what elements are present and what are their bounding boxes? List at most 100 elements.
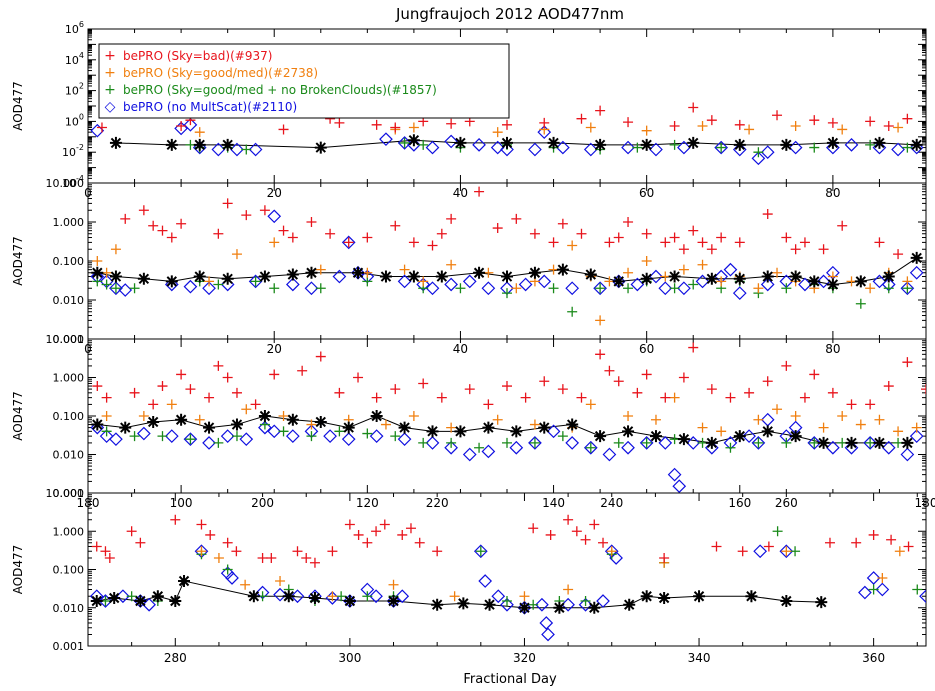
daily-mean-point bbox=[780, 138, 793, 151]
bad-sky-point bbox=[120, 213, 131, 224]
nomultscat-point bbox=[285, 429, 300, 443]
good-sky-point bbox=[837, 124, 848, 135]
daily-mean-point bbox=[658, 591, 671, 604]
x-tick-label: 160 bbox=[728, 496, 751, 510]
panel-data bbox=[90, 102, 924, 166]
nomultscat-point bbox=[583, 440, 598, 455]
nomultscat-point bbox=[565, 436, 580, 450]
good-sky-point bbox=[241, 404, 252, 415]
bad-sky-point bbox=[818, 244, 829, 255]
bad-sky-point bbox=[91, 541, 102, 552]
bad-sky-point bbox=[548, 237, 559, 248]
daily-mean-point bbox=[305, 266, 318, 279]
nomultscat-point bbox=[285, 277, 300, 292]
legend-symbol: ◇ bbox=[105, 99, 116, 115]
nomultscat-point bbox=[751, 151, 766, 166]
bad-sky-point bbox=[706, 244, 717, 255]
daily-mean-point bbox=[910, 251, 923, 264]
daily-mean-point bbox=[623, 598, 636, 611]
bad-sky-point bbox=[781, 360, 792, 371]
bad-sky-point bbox=[266, 552, 277, 563]
chart-title: Jungfraujoch 2012 AOD477nm bbox=[395, 5, 624, 23]
daily-mean-point bbox=[314, 415, 327, 428]
nomultscat-point bbox=[273, 587, 287, 602]
x-tick-label-top: 220 bbox=[426, 496, 449, 510]
bad-sky-point bbox=[353, 372, 364, 383]
bad-sky-point bbox=[166, 232, 177, 243]
legend-entry: bePRO (Sky=good/med + no BrokenClouds)(#… bbox=[123, 83, 437, 97]
good-sky-point bbox=[772, 267, 783, 278]
daily-mean-point bbox=[873, 436, 886, 449]
daily-mean-point bbox=[435, 270, 448, 283]
daily-mean-point bbox=[221, 272, 234, 285]
daily-mean-point bbox=[547, 136, 560, 149]
daily-mean-point bbox=[147, 415, 160, 428]
bad-sky-point bbox=[790, 244, 801, 255]
daily-mean-point bbox=[808, 275, 821, 288]
good-sky-point bbox=[874, 414, 885, 425]
x-tick-label: 40 bbox=[453, 342, 468, 356]
good-sky-point bbox=[492, 127, 503, 138]
good-sky-point bbox=[519, 591, 530, 602]
bad-sky-point bbox=[868, 529, 879, 540]
nobroken-point bbox=[502, 596, 512, 607]
good-sky-point bbox=[327, 591, 338, 602]
y-tick-label: 0.001 bbox=[53, 487, 85, 500]
nobroken-point bbox=[781, 283, 792, 294]
daily-mean-point bbox=[407, 270, 420, 283]
nobroken-point bbox=[902, 142, 913, 153]
bad-sky-point bbox=[598, 537, 609, 548]
nomultscat-point bbox=[211, 142, 226, 157]
daily-mean-point bbox=[407, 134, 420, 147]
good-sky-point bbox=[781, 546, 792, 557]
daily-mean-point bbox=[789, 270, 802, 283]
daily-mean-point bbox=[553, 601, 566, 614]
daily-mean-point bbox=[584, 268, 597, 281]
nobroken-point bbox=[362, 428, 373, 439]
x-tick-label-top: 180 bbox=[77, 496, 100, 510]
y-tick-label: 102 bbox=[65, 82, 84, 98]
nomultscat-point bbox=[248, 142, 263, 157]
y-tick-label: 0.100 bbox=[53, 564, 85, 577]
bad-sky-point bbox=[309, 557, 320, 568]
nobroken-point bbox=[475, 546, 486, 557]
nomultscat-point bbox=[919, 589, 926, 604]
bad-sky-point bbox=[557, 218, 568, 229]
nobroken-point bbox=[868, 584, 879, 595]
daily-mean-point bbox=[352, 266, 365, 279]
y-tick-label: 1.000 bbox=[53, 525, 85, 538]
bad-sky-point bbox=[176, 121, 187, 132]
nomultscat-point bbox=[379, 132, 393, 147]
nomultscat-point bbox=[695, 274, 710, 289]
bad-sky-point bbox=[257, 552, 268, 563]
daily-mean-point bbox=[518, 601, 531, 614]
good-sky-point bbox=[641, 256, 652, 266]
x-tick-label: 100 bbox=[170, 496, 193, 510]
y-tick-label: 0.001 bbox=[53, 333, 85, 346]
bad-sky-point bbox=[241, 210, 252, 221]
daily-mean-point bbox=[687, 136, 700, 149]
nobroken-point bbox=[418, 437, 429, 448]
y-tick-label: 10.000 bbox=[46, 177, 85, 190]
nobroken-point bbox=[585, 442, 596, 453]
daily-mean-point bbox=[314, 141, 327, 154]
good-sky-point bbox=[511, 283, 522, 294]
nomultscat-point bbox=[751, 436, 766, 450]
good-sky-point bbox=[865, 283, 876, 294]
good-sky-point bbox=[753, 414, 764, 425]
x-tick-label: 60 bbox=[639, 186, 654, 200]
nomultscat-point bbox=[788, 140, 803, 155]
nomultscat-point bbox=[578, 597, 593, 612]
x-tick-label: 80 bbox=[825, 342, 840, 356]
nomultscat-point bbox=[369, 589, 383, 604]
nomultscat-point bbox=[258, 420, 272, 435]
daily-mean-point bbox=[193, 270, 206, 283]
nomultscat-point bbox=[541, 627, 555, 642]
nomultscat-point bbox=[528, 436, 542, 450]
nomultscat-point bbox=[462, 274, 477, 289]
nomultscat-point bbox=[798, 277, 812, 292]
daily-mean-point bbox=[482, 421, 495, 434]
nomultscat-point bbox=[481, 281, 496, 296]
nomultscat-point bbox=[341, 235, 356, 250]
bad-sky-point bbox=[772, 110, 783, 121]
